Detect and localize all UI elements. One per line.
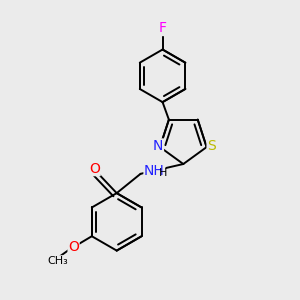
Text: F: F bbox=[159, 22, 167, 35]
Text: NH: NH bbox=[144, 164, 165, 178]
Text: O: O bbox=[68, 240, 79, 254]
Text: H: H bbox=[159, 168, 167, 178]
Text: CH₃: CH₃ bbox=[47, 256, 68, 266]
Text: N: N bbox=[153, 139, 164, 153]
Text: S: S bbox=[207, 139, 216, 153]
Text: O: O bbox=[89, 162, 100, 176]
